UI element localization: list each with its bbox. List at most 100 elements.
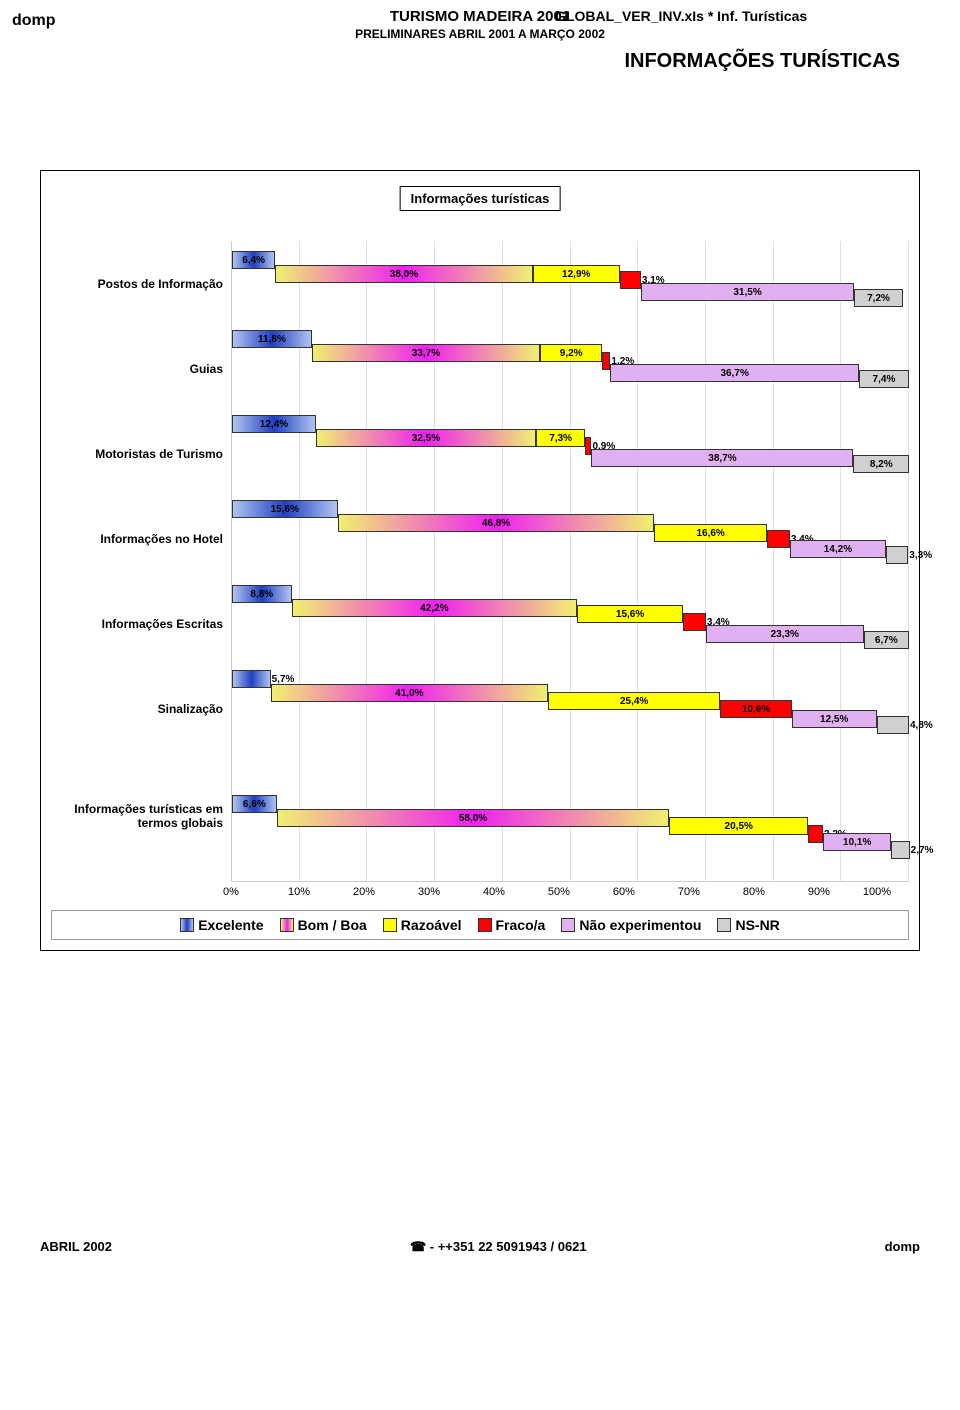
bar-fraco: 10,6% bbox=[720, 700, 792, 718]
category-label: Informações turísticas em termos globais bbox=[51, 751, 223, 881]
chart-plot: 6,4%38,0%12,9%3,1%31,5%7,2%11,8%33,7%9,2… bbox=[231, 241, 909, 882]
bar-value-label: 7,4% bbox=[873, 374, 896, 385]
bar-value-label: 8,2% bbox=[870, 459, 893, 470]
bar-nsnr: 7,4% bbox=[859, 370, 909, 388]
bar-bom: 41,0% bbox=[271, 684, 549, 702]
bar-value-label: 7,2% bbox=[867, 293, 890, 304]
legend-swatch bbox=[717, 918, 731, 932]
bar-nsnr: 2,7% bbox=[891, 841, 909, 859]
bar-excelente: 6,4% bbox=[232, 251, 275, 269]
bar-value-label: 4,8% bbox=[910, 720, 933, 731]
bar-razoavel: 9,2% bbox=[540, 344, 602, 362]
bar-value-label: 36,7% bbox=[720, 368, 748, 379]
bar-nao: 12,5% bbox=[792, 710, 877, 728]
y-axis-labels: Postos de InformaçãoGuiasMotoristas de T… bbox=[51, 241, 231, 882]
header-title-2: PRELIMINARES ABRIL 2001 A MARÇO 2002 bbox=[355, 27, 605, 41]
x-tick: 40% bbox=[483, 886, 548, 898]
bar-value-label: 12,4% bbox=[260, 419, 288, 430]
bar-value-label: 42,2% bbox=[420, 603, 448, 614]
legend-swatch bbox=[383, 918, 397, 932]
bar-value-label: 25,4% bbox=[620, 696, 648, 707]
footer-left: ABRIL 2002 bbox=[40, 1239, 112, 1255]
bar-nsnr: 7,2% bbox=[854, 289, 903, 307]
bar-value-label: 11,8% bbox=[258, 334, 286, 345]
bar-bom: 38,0% bbox=[275, 265, 532, 283]
page-subtitle: INFORMAÇÕES TURÍSTICAS bbox=[624, 50, 900, 73]
bar-value-label: 58,0% bbox=[459, 813, 487, 824]
bar-excelente: 11,8% bbox=[232, 330, 312, 348]
legend-item: Não experimentou bbox=[561, 917, 701, 933]
bar-value-label: 3,3% bbox=[909, 550, 932, 561]
bar-nsnr: 4,8% bbox=[877, 716, 909, 734]
bar-value-label: 5,7% bbox=[272, 674, 295, 685]
bar-value-label: 20,5% bbox=[725, 821, 753, 832]
chart-legend: Excelente Bom / Boa Razoável Fraco/a Não exp… bbox=[51, 910, 909, 940]
bar-nao: 36,7% bbox=[610, 364, 858, 382]
bar-bom: 42,2% bbox=[292, 599, 578, 617]
bar-nao: 31,5% bbox=[641, 283, 854, 301]
page-footer: ABRIL 2002 ☎ - ++351 22 5091943 / 0621 d… bbox=[0, 1231, 960, 1263]
x-tick: 50% bbox=[548, 886, 613, 898]
bar-bom: 33,7% bbox=[312, 344, 540, 362]
legend-item: Bom / Boa bbox=[280, 917, 367, 933]
legend-item: Razoável bbox=[383, 917, 462, 933]
x-tick: 80% bbox=[743, 886, 808, 898]
x-tick: 70% bbox=[678, 886, 743, 898]
bar-nsnr: 8,2% bbox=[853, 455, 909, 473]
bar-value-label: 16,6% bbox=[696, 528, 724, 539]
bar-value-label: 7,3% bbox=[549, 433, 572, 444]
bar-value-label: 15,6% bbox=[616, 609, 644, 620]
row-group: 6,4%38,0%12,9%3,1%31,5%7,2% bbox=[232, 241, 909, 326]
chart-container: Informações turísticas Postos de Informa… bbox=[40, 170, 920, 951]
bar-nao: 10,1% bbox=[823, 833, 891, 851]
bar-bom: 32,5% bbox=[316, 429, 536, 447]
bar-value-label: 38,7% bbox=[708, 453, 736, 464]
bar-excelente: 5,7% bbox=[232, 670, 271, 688]
bar-fraco: 1,2% bbox=[602, 352, 610, 370]
bar-bom: 46,8% bbox=[338, 514, 655, 532]
bar-fraco: 3,4% bbox=[767, 530, 790, 548]
header-title-file: GLOBAL_VER_INV.xIs * Inf. Turísticas bbox=[555, 8, 807, 24]
bar-nao: 23,3% bbox=[706, 625, 864, 643]
bar-nao: 14,2% bbox=[790, 540, 886, 558]
row-group: 11,8% 33,7% 9,2% 1,2% 36,7% 7,4% bbox=[232, 326, 909, 411]
category-label: Motoristas de Turismo bbox=[51, 411, 223, 496]
bar-razoavel: 12,9% bbox=[533, 265, 620, 283]
category-label: Postos de Informação bbox=[51, 241, 223, 326]
legend-label: Excelente bbox=[198, 917, 263, 933]
bar-value-label: 9,2% bbox=[560, 348, 583, 359]
bar-value-label: 8,8% bbox=[250, 589, 273, 600]
bar-value-label: 14,2% bbox=[824, 544, 852, 555]
bar-bom: 58,0% bbox=[277, 809, 670, 827]
bar-value-label: 10,6% bbox=[742, 704, 770, 715]
legend-label: Razoável bbox=[401, 917, 462, 933]
row-group: 15,6%46,8%16,6%3,4%14,2%3,3% bbox=[232, 496, 909, 581]
x-tick: 30% bbox=[418, 886, 483, 898]
legend-item: NS-NR bbox=[717, 917, 779, 933]
bar-value-label: 46,8% bbox=[482, 518, 510, 529]
bar-value-label: 2,7% bbox=[911, 845, 934, 856]
footer-center: ☎ - ++351 22 5091943 / 0621 bbox=[410, 1239, 587, 1255]
bar-nsnr: 6,7% bbox=[864, 631, 909, 649]
chart-area: Postos de InformaçãoGuiasMotoristas de T… bbox=[51, 241, 909, 882]
category-label: Informações no Hotel bbox=[51, 496, 223, 581]
legend-item: Excelente bbox=[180, 917, 263, 933]
legend-item: Fraco/a bbox=[478, 917, 546, 933]
x-tick: 20% bbox=[353, 886, 418, 898]
bar-excelente: 8,8% bbox=[232, 585, 292, 603]
legend-label: Fraco/a bbox=[496, 917, 546, 933]
legend-label: Não experimentou bbox=[579, 917, 701, 933]
chart-title: Informações turísticas bbox=[400, 186, 561, 211]
x-tick: 10% bbox=[288, 886, 353, 898]
bar-value-label: 38,0% bbox=[390, 269, 418, 280]
legend-swatch bbox=[180, 918, 194, 932]
bar-value-label: 32,5% bbox=[412, 433, 440, 444]
row-group: 5,7%41,0% 25,4% 10,6% 12,5%4,8% bbox=[232, 666, 909, 751]
legend-label: NS-NR bbox=[735, 917, 779, 933]
bar-razoavel: 25,4% bbox=[548, 692, 720, 710]
legend-swatch bbox=[478, 918, 492, 932]
bar-nsnr: 3,3% bbox=[886, 546, 908, 564]
bar-fraco: 2,2% bbox=[808, 825, 823, 843]
row-group: 8,8%42,2%15,6%3,4%23,3%6,7% bbox=[232, 581, 909, 666]
bar-value-label: 33,7% bbox=[412, 348, 440, 359]
